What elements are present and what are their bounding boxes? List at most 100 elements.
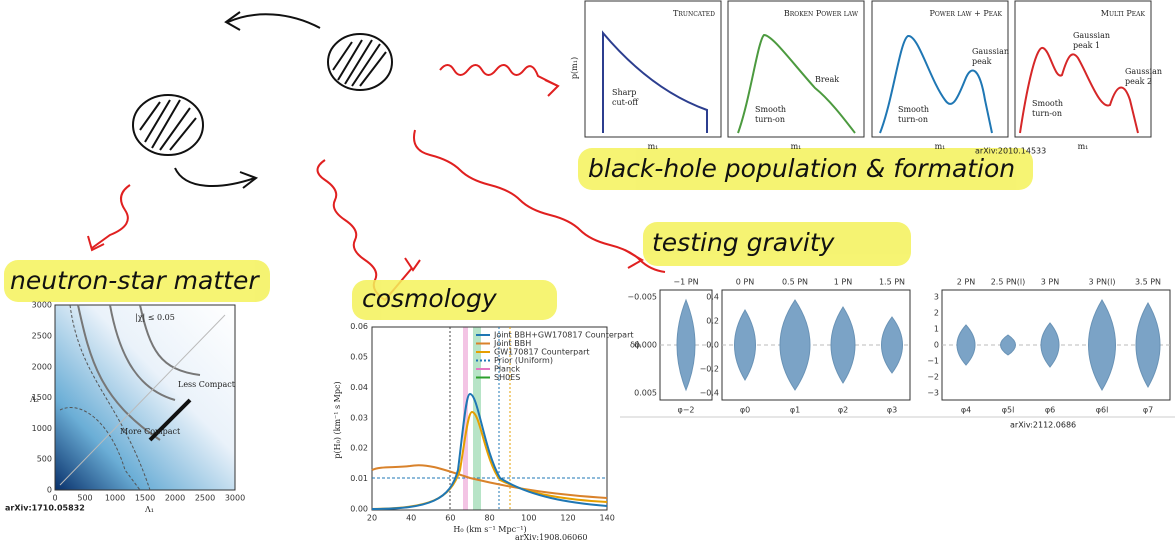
violin — [1001, 335, 1016, 355]
panel-title: Truncated — [673, 9, 715, 18]
x-tick-label: 2500 — [195, 494, 215, 503]
y-tick-label: 500 — [37, 455, 52, 464]
panel-title: Power law + Peak — [929, 9, 1002, 18]
y-tick-label: 2500 — [32, 332, 52, 341]
top-label: 3 PN(l) — [1089, 278, 1116, 287]
annotation: peak 1 — [1073, 41, 1100, 50]
annotation: turn-on — [755, 115, 785, 124]
y-tick-label: 3 — [934, 293, 939, 302]
annotation: |χ| ≤ 0.05 — [135, 313, 175, 322]
panel-title: Multi Peak — [1101, 9, 1146, 18]
y-tick-label: 3000 — [32, 301, 52, 310]
y-tick-label: 0.4 — [706, 293, 719, 302]
x-label: m₁ — [935, 142, 946, 151]
violin — [780, 300, 810, 390]
top-label: 0.5 PN — [782, 278, 808, 287]
y-tick-label: 0 — [47, 486, 52, 495]
y-tick-label: 0.0 — [706, 341, 719, 350]
reference: arXiv:2010.14533 — [975, 147, 1046, 156]
annotation: turn-on — [898, 115, 928, 124]
x-tick-label: 80 — [485, 514, 495, 523]
y-tick-label: 0.005 — [634, 389, 657, 398]
label-population: black-hole population & formation — [588, 154, 1015, 183]
x-tick-label: 40 — [406, 514, 416, 523]
bottom-label: φ0 — [740, 406, 750, 415]
y-label: p(m₁) — [570, 57, 579, 79]
page: black-hole population & formation neutro… — [0, 0, 1175, 546]
y-tick-label: 1000 — [32, 424, 52, 433]
population-panel — [728, 1, 864, 137]
x-label: Λ₁ — [144, 505, 154, 514]
y-tick-label: 0.06 — [350, 322, 368, 331]
annotation: Gaussian — [972, 47, 1009, 56]
top-label: 0 PN — [736, 278, 754, 287]
top-label: 1.5 PN — [879, 278, 905, 287]
population-curves — [603, 33, 1138, 133]
violin — [677, 300, 695, 390]
y-tick-label: 0.2 — [706, 317, 719, 326]
bottom-label: φ−2 — [677, 406, 694, 415]
bottom-label: φ6 — [1045, 406, 1055, 415]
y-tick-label: 2000 — [32, 362, 52, 371]
violin — [1136, 303, 1160, 387]
violin — [735, 310, 756, 380]
y-tick-label: −0.4 — [700, 389, 719, 398]
y-tick-label: 0.01 — [350, 474, 368, 483]
y-tick-label: 0.03 — [350, 413, 368, 422]
x-tick-label: 500 — [77, 494, 92, 503]
x-tick-label: 60 — [445, 514, 455, 523]
violin — [1089, 300, 1116, 390]
x-tick-label: 140 — [600, 514, 615, 523]
annotation: Less Compact — [178, 380, 236, 389]
top-label: 1 PN — [834, 278, 852, 287]
top-label: 3.5 PN — [1135, 278, 1161, 287]
y-tick-label: 0.04 — [350, 383, 368, 392]
y-tick-label: 1 — [934, 325, 939, 334]
y-tick-label: 0.02 — [350, 444, 368, 453]
violin — [831, 307, 855, 383]
y-tick-label: −2 — [927, 373, 939, 382]
y-tick-label: −3 — [927, 389, 939, 398]
violin — [882, 317, 903, 373]
y-tick-label: −0.2 — [700, 365, 719, 374]
annotation: peak 2 — [1125, 77, 1152, 86]
bottom-label: φ2 — [838, 406, 848, 415]
reference: arXiv:2112.0686 — [1010, 421, 1076, 430]
label-neutron-star: neutron-star matter — [10, 266, 260, 295]
y-tick-label: 0 — [934, 341, 939, 350]
top-label: 2.5 PN(l) — [991, 278, 1026, 287]
bottom-label: φ5l — [1002, 406, 1015, 415]
y-tick-label: −1 — [927, 357, 939, 366]
reference: arXiv:1710.05832 — [5, 504, 85, 513]
annotation: More Compact — [120, 427, 181, 436]
x-tick-label: 100 — [521, 514, 536, 523]
x-tick-label: 0 — [52, 494, 57, 503]
top-label: 3 PN — [1041, 278, 1059, 287]
legend-label: SH0ES — [494, 373, 520, 382]
x-tick-label: 2000 — [165, 494, 185, 503]
x-tick-label: 120 — [560, 514, 575, 523]
sketch — [133, 12, 392, 188]
label-cosmology: cosmology — [362, 284, 498, 313]
annotation: peak — [972, 57, 992, 66]
y-tick-label: −0.005 — [627, 293, 657, 302]
reference: arXiv:1908.06060 — [515, 533, 587, 542]
population-panel — [585, 1, 721, 137]
neutron-star-plot — [55, 305, 235, 490]
panel-title: Broken Power law — [784, 9, 859, 18]
top-label: −1 PN — [673, 278, 698, 287]
bottom-label: φ1 — [790, 406, 800, 415]
x-tick-label: 1000 — [105, 494, 125, 503]
annotation: Gaussian — [1073, 31, 1110, 40]
y-tick-label: 0.00 — [350, 505, 368, 514]
annotation: turn-on — [1032, 109, 1062, 118]
annotation: Smooth — [755, 105, 786, 114]
y-label: Λ₂ — [29, 395, 39, 404]
annotation: cut-off — [612, 98, 639, 107]
y-label: p(H₀) (km⁻¹ s Mpc) — [333, 381, 342, 458]
violin — [1041, 323, 1059, 367]
bottom-label: φ4 — [961, 406, 971, 415]
x-label: m₁ — [791, 142, 802, 151]
annotation: Sharp — [612, 88, 636, 97]
annotation: Smooth — [1032, 99, 1063, 108]
